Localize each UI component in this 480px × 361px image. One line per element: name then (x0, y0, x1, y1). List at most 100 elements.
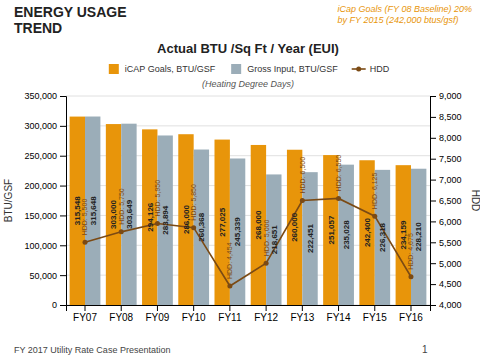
y-axis-tick: 350,000 (24, 91, 66, 101)
y2-axis-tick: 8,000 (430, 133, 462, 143)
y2-axis-title: HDD (470, 190, 480, 212)
bar-label: 251,057 (327, 215, 336, 244)
bar-label: 226,318 (378, 222, 387, 251)
y-axis-tick-label: 300,000 (24, 121, 57, 131)
x-axis-tick: FY07 (73, 305, 97, 323)
y2-axis-tick: 9,000 (430, 91, 462, 101)
x-axis-tick: FY15 (363, 305, 387, 323)
y2-axis-tick-label: 6,500 (439, 196, 462, 206)
bar-label: 260,368 (197, 212, 206, 241)
legend-label: HDD (370, 64, 390, 74)
x-axis-tick-label: FY08 (109, 312, 133, 323)
y2-axis-tick: 4,000 (430, 300, 462, 310)
bar-label: 228,210 (414, 222, 423, 251)
x-axis-tick: FY12 (254, 305, 278, 323)
line-marker (264, 261, 269, 266)
heading: TREND (14, 20, 62, 36)
y2-axis-tick-label: 7,000 (439, 175, 462, 185)
y2-axis-tick-mark (430, 263, 436, 264)
bar-label: 283,894 (161, 205, 170, 234)
y-axis-tick: 0 (52, 300, 66, 310)
y-axis-tick-mark (60, 186, 66, 187)
x-axis-tick-mark (410, 305, 411, 311)
annotation-line: by FY 2015 (242,000 btus/gsf) (338, 15, 459, 25)
legend-swatch (109, 64, 119, 74)
y2-axis-tick-label: 6,000 (439, 217, 462, 227)
line-marker (408, 274, 413, 279)
line (85, 198, 411, 286)
y-axis-tick: 150,000 (24, 211, 66, 221)
line-marker (83, 240, 88, 245)
y-axis-tick-label: 50,000 (29, 271, 57, 281)
y2-axis-tick: 7,000 (430, 175, 462, 185)
y2-axis-tick: 6,500 (430, 196, 462, 206)
x-axis-tick: FY16 (399, 305, 423, 323)
annotation: iCap Goals (FY 08 Baseline) 20%by FY 201… (338, 4, 472, 25)
line-marker (155, 221, 160, 226)
y-axis-tick: 250,000 (24, 151, 66, 161)
line-label: HDD: 5,000 (263, 220, 270, 257)
y2-axis-tick-mark (430, 180, 436, 181)
y2-axis-tick-label: 8,500 (439, 112, 462, 122)
marks (70, 117, 427, 305)
y2-axis-tick-label: 4,500 (439, 279, 462, 289)
data-labels: 315,548303,000294,126286,000277,025268,0… (73, 155, 423, 279)
y2-axis-tick-mark (430, 159, 436, 160)
y-axis-tick-label: 350,000 (24, 91, 57, 101)
heading: ENERGY USAGE (14, 4, 127, 20)
y-axis-tick-mark (60, 275, 66, 276)
line-label: HDD: 4,675 (407, 233, 414, 270)
bar (230, 158, 245, 305)
x-axis-tick-mark (374, 305, 375, 311)
x-axis-tick-label: FY07 (73, 312, 97, 323)
y-axis-tick-mark (60, 126, 66, 127)
y-axis-tick-mark (60, 215, 66, 216)
bar (157, 135, 172, 305)
x-axis-tick-mark (193, 305, 194, 311)
y-axis-tick-label: 0 (52, 300, 57, 310)
y-axis-tick-mark (60, 96, 66, 97)
legend-item: HDD (352, 64, 390, 74)
x-axis-tick-mark (85, 305, 86, 311)
bar-label: 277,025 (218, 207, 227, 236)
bar-label: 218,651 (270, 225, 279, 254)
line-marker (119, 229, 124, 234)
legend-label: Gross Input, BTU/GSF (247, 64, 338, 74)
y2-axis-tick-mark (430, 221, 436, 222)
y2-axis-tick-label: 5,000 (439, 259, 462, 269)
bar-label: 242,400 (363, 218, 372, 247)
x-axis-tick-label: FY09 (145, 312, 169, 323)
y2-axis-tick: 8,500 (430, 112, 462, 122)
legend: iCAP Goals, BTU/GSF Gross Input, BTU/GSF H… (109, 64, 390, 74)
line-label: HDD: 5,750 (118, 188, 125, 225)
bar (214, 140, 229, 305)
legend-item: iCAP Goals, BTU/GSF (109, 64, 216, 74)
legend-label: iCAP Goals, BTU/GSF (125, 64, 216, 74)
y2-axis-tick-label: 4,000 (439, 300, 462, 310)
y-axis-tick-label: 250,000 (24, 151, 57, 161)
bar-label: 222,451 (306, 224, 315, 253)
y-axis-tick-label: 200,000 (24, 181, 57, 191)
y2-axis-tick-mark (430, 242, 436, 243)
x-axis-tick: FY14 (327, 305, 351, 323)
y-axis-tick: 100,000 (24, 241, 66, 251)
y2-axis-tick-mark (430, 138, 436, 139)
y-axis-title: BTU/GSF (3, 179, 14, 222)
line-label: HDD: 6,550 (335, 155, 342, 192)
x-axis-tick-mark (229, 305, 230, 311)
y-axis-tick-mark (60, 245, 66, 246)
y2-axis-tick-mark (430, 96, 436, 97)
line-label: HDD: 4,454 (226, 242, 233, 279)
y-axis: 0 50,000 100,000 150,000 200,000 250,000 300,0… (24, 91, 66, 310)
y-axis-tick-mark (60, 305, 66, 306)
bar-label: 303,649 (125, 199, 134, 228)
x-axis-tick-label: FY16 (399, 312, 423, 323)
y2-axis-tick-label: 9,000 (439, 91, 462, 101)
bar-label: 260,000 (290, 212, 299, 241)
x-axis-tick-mark (302, 305, 303, 311)
x-axis-tick-label: FY12 (254, 312, 278, 323)
y2-axis-tick-mark (430, 284, 436, 285)
x-axis-tick: FY09 (145, 305, 169, 323)
grid (66, 96, 430, 305)
line-marker (336, 196, 341, 201)
